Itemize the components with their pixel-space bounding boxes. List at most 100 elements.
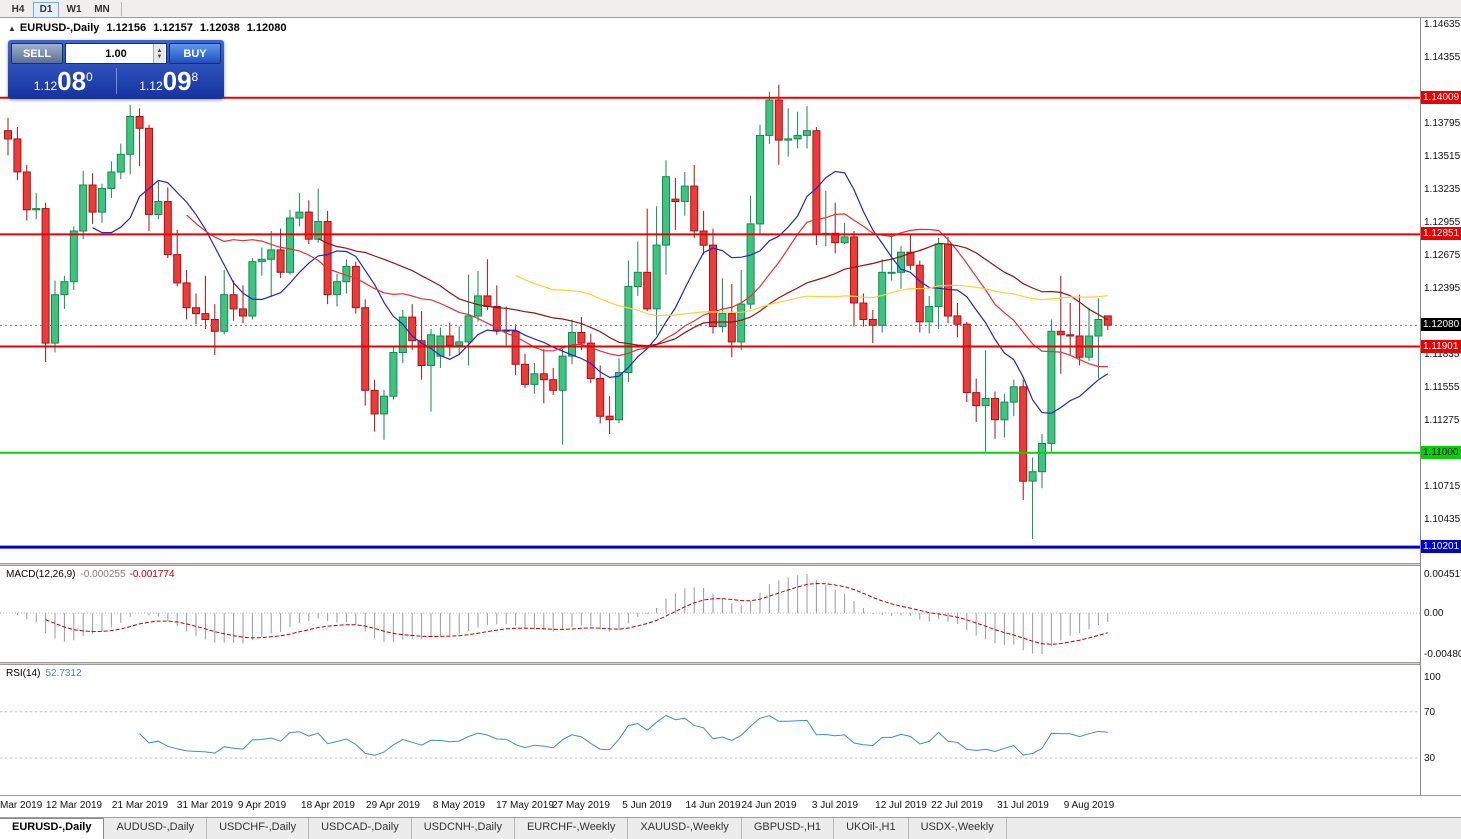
macd-axis-label: 0.00	[1424, 608, 1444, 619]
ma-line-20	[186, 213, 1108, 368]
ma-line-10	[92, 170, 1109, 414]
ma-line-55	[515, 274, 1108, 317]
sell-price-sup: 0	[86, 69, 93, 84]
rsi-axis-label: 30	[1424, 753, 1436, 764]
chart-tabs-bar: EURUSD-,Daily AUDUSD-,Daily USDCHF-,Daily U…	[0, 817, 1461, 839]
rsi-line	[139, 714, 1108, 756]
toolbar-separator	[121, 1, 122, 16]
panel-splitter-macd[interactable]	[0, 563, 1461, 566]
date-axis-label: 14 Jun 2019	[685, 800, 741, 811]
high-value: 1.12157	[153, 22, 193, 34]
price-axis[interactable]: 1.14635 1.14355 1.13795 1.13515 1.13235 1.129…	[1421, 18, 1461, 795]
date-axis-label: 3 Jul 2019	[811, 800, 859, 811]
spinner-up-icon[interactable]: ▲	[156, 47, 163, 54]
symbol-tab-gbpusdh1[interactable]: GBPUSD-,H1	[742, 818, 835, 839]
spinner-down-icon[interactable]: ▼	[156, 53, 163, 60]
macd-indicator-label: MACD(12,26,9) -0.000255 -0.001774	[6, 569, 175, 580]
close-value: 1.12080	[246, 22, 287, 34]
price-level-badge: 1.14009	[1421, 91, 1461, 104]
sell-button[interactable]: SELL	[11, 43, 63, 64]
symbol-tab-usdcnhdaily[interactable]: USDCNH-,Daily	[412, 818, 515, 839]
price-level-badge: 1.10201	[1421, 540, 1461, 553]
timeframe-toolbar: H4 D1 W1 MN	[0, 0, 1461, 18]
date-axis-label: 8 May 2019	[432, 800, 486, 811]
price-level-badge: 1.11901	[1421, 340, 1461, 353]
date-axis-label: 9 Apr 2019	[237, 800, 287, 811]
date-axis-label: 24 Jun 2019	[741, 800, 797, 811]
timeframe-button-d1[interactable]: D1	[33, 1, 59, 18]
price-axis-label: 1.13795	[1424, 118, 1461, 129]
rsi-indicator-label: RSI(14) 52.7312	[6, 668, 82, 679]
price-axis-label: 1.14355	[1424, 52, 1461, 63]
ma-line-34	[317, 238, 1109, 347]
rsi-value: 52.7312	[45, 668, 82, 679]
buy-price-big: 09	[162, 65, 192, 96]
volume-input[interactable]: 1.00 ▲ ▼	[65, 43, 167, 64]
buy-price-prefix: 1.12	[139, 78, 163, 93]
current-price-badge: 1.12080	[1421, 318, 1461, 331]
price-axis-label: 1.14635	[1424, 19, 1461, 30]
price-axis-label: 1.12675	[1424, 250, 1461, 261]
macd-signal-value: -0.001774	[129, 569, 175, 580]
timeframe-button-mn[interactable]: MN	[89, 2, 115, 18]
date-axis-label: 31 Mar 2019	[176, 800, 234, 811]
symbol-tab-xauusdweekly[interactable]: XAUUSD-,Weekly	[628, 818, 742, 839]
price-level-badge: 1.12851	[1421, 227, 1461, 240]
buy-price-sup: 8	[191, 69, 199, 84]
timeframe-button-h4[interactable]: H4	[5, 2, 31, 18]
price-axis-label: 1.11275	[1424, 415, 1460, 426]
price-axis-label: 1.10715	[1424, 481, 1461, 492]
axis-separator-line	[1420, 18, 1421, 795]
macd-histogram	[16, 574, 1109, 654]
symbol-tab-eurusddaily[interactable]: EURUSD-,Daily	[0, 818, 105, 839]
price-level-badge: 1.11000	[1421, 446, 1461, 459]
macd-panel-canvas[interactable]	[0, 566, 1421, 662]
date-axis-label: 9 Aug 2019	[1063, 800, 1115, 811]
macd-title: MACD(12,26,9)	[6, 569, 76, 580]
date-axis-label: 21 Mar 2019	[111, 800, 169, 811]
buy-button[interactable]: BUY	[169, 43, 221, 64]
chart-ohlc-title: ▲ EURUSD-,Daily 1.12156 1.12157 1.12038 1.120…	[8, 22, 286, 34]
rsi-axis-label: 70	[1424, 707, 1436, 718]
buy-price-display[interactable]: 1.12098	[117, 68, 222, 95]
symbol-tab-usdchfdaily[interactable]: USDCHF-,Daily	[207, 818, 310, 839]
panel-splitter-rsi[interactable]	[0, 662, 1461, 665]
rsi-title: RSI(14)	[6, 668, 41, 679]
collapse-icon[interactable]: ▲	[8, 24, 16, 33]
rsi-panel-canvas[interactable]	[0, 665, 1421, 795]
sell-price-prefix: 1.12	[33, 78, 58, 93]
sell-price-big: 08	[57, 65, 87, 96]
date-axis-label: 17 May 2019	[496, 800, 554, 811]
date-axis-label: 5 Jun 2019	[622, 800, 672, 811]
date-axis-label: 18 Apr 2019	[301, 800, 355, 811]
low-value: 1.12038	[199, 22, 240, 34]
price-axis-label: 1.13235	[1424, 184, 1461, 195]
date-axis-label: 31 Jul 2019	[997, 800, 1049, 811]
symbol-tab-usdcaddaily[interactable]: USDCAD-,Daily	[309, 818, 412, 839]
date-axis-label: 22 Jul 2019	[931, 800, 983, 811]
timeframe-button-w1[interactable]: W1	[61, 2, 87, 18]
chart-symbol-label: EURUSD-,Daily	[19, 22, 100, 34]
one-click-trading-panel: SELL 1.00 ▲ ▼ BUY 1.12080 1.12098	[8, 40, 224, 99]
volume-spinner[interactable]: ▲ ▼	[153, 44, 165, 63]
sell-price-display[interactable]: 1.12080	[11, 68, 116, 95]
symbol-tab-audusddaily[interactable]: AUDUSD-,Daily	[104, 818, 208, 839]
symbol-tab-usdxweekly[interactable]: USDX-,Weekly	[909, 818, 1007, 839]
date-axis-label: 29 Apr 2019	[366, 800, 420, 811]
main-chart-canvas[interactable]	[0, 18, 1421, 563]
macd-axis-label: 0.0045170	[1424, 569, 1461, 580]
price-axis-label: 1.10435	[1424, 514, 1461, 525]
macd-main-value: -0.000255	[80, 569, 126, 580]
price-axis-label: 1.13515	[1424, 151, 1461, 162]
date-axis-label: 27 May 2019	[552, 800, 610, 811]
price-divider	[115, 68, 117, 94]
date-axis-label: 12 Mar 2019	[45, 800, 103, 811]
macd-signal-line	[45, 582, 1108, 645]
price-axis-label: 1.11555	[1424, 382, 1460, 393]
symbol-tab-eurchfweekly[interactable]: EURCHF-,Weekly	[515, 818, 629, 839]
symbol-tab-ukoilh1[interactable]: UKOil-,H1	[834, 818, 909, 839]
price-axis-label: 1.12955	[1424, 217, 1461, 228]
candlestick-series	[4, 84, 1112, 539]
